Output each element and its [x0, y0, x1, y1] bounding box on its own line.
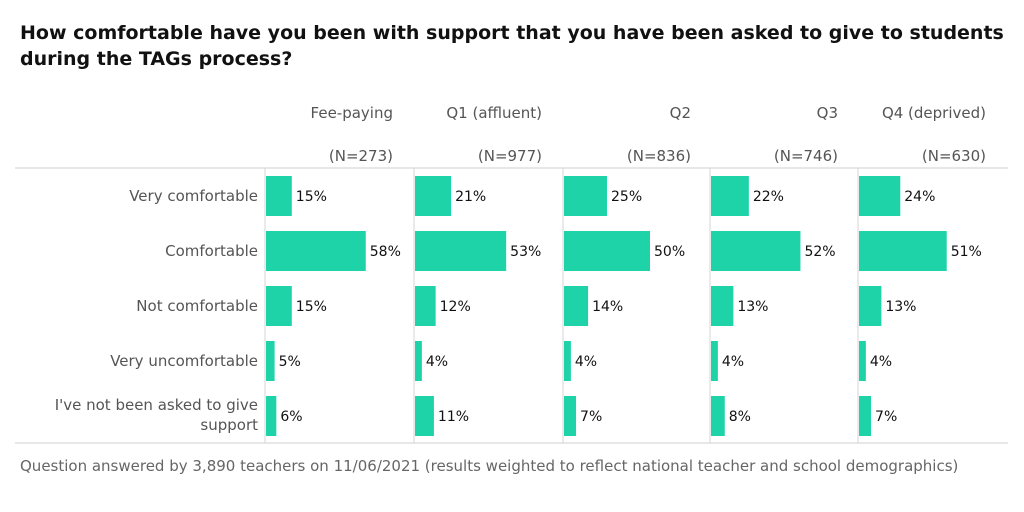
- bar: [564, 286, 589, 326]
- row-label: Comfortable: [165, 242, 258, 260]
- data-label: 58%: [370, 244, 401, 260]
- chart-title: How comfortable have you been with suppo…: [20, 22, 1004, 70]
- data-label: 15%: [296, 299, 327, 315]
- bar: [564, 396, 577, 436]
- bar: [564, 341, 571, 381]
- data-label: 14%: [592, 299, 623, 315]
- bar: [266, 286, 292, 326]
- bar: [711, 231, 801, 271]
- bar: [564, 231, 650, 271]
- data-label: 8%: [729, 409, 751, 425]
- data-label: 21%: [455, 189, 486, 205]
- row-label: Not comfortable: [136, 297, 258, 315]
- bar: [415, 231, 507, 271]
- row-label: Very comfortable: [129, 187, 258, 205]
- bar: [415, 286, 436, 326]
- bar: [711, 176, 749, 216]
- panel-n-label: (N=630): [922, 147, 986, 165]
- data-label: 24%: [904, 189, 935, 205]
- data-label: 4%: [426, 354, 448, 370]
- data-label: 52%: [804, 244, 835, 260]
- bar: [711, 341, 718, 381]
- panel-n-label: (N=977): [478, 147, 542, 165]
- data-label: 6%: [280, 409, 302, 425]
- bar: [266, 231, 366, 271]
- data-label: 15%: [296, 189, 327, 205]
- data-label: 5%: [279, 354, 301, 370]
- bar: [711, 286, 734, 326]
- bar: [266, 341, 275, 381]
- bar: [415, 396, 434, 436]
- data-label: 12%: [440, 299, 471, 315]
- panel-n-label: (N=746): [774, 147, 838, 165]
- bar: [859, 341, 866, 381]
- bar: [859, 176, 901, 216]
- bar: [859, 396, 872, 436]
- bar: [266, 396, 277, 436]
- data-label: 7%: [580, 409, 602, 425]
- bar: [266, 176, 292, 216]
- row-label: Very uncomfortable: [110, 352, 258, 370]
- panel-header: Q1 (affluent): [446, 104, 542, 122]
- panel-header: Q2: [670, 104, 691, 122]
- data-label: 4%: [870, 354, 892, 370]
- panel-n-label: (N=836): [627, 147, 691, 165]
- data-label: 51%: [951, 244, 982, 260]
- data-label: 22%: [753, 189, 784, 205]
- data-label: 53%: [510, 244, 541, 260]
- footnote: Question answered by 3,890 teachers on 1…: [20, 457, 959, 475]
- bar: [564, 176, 607, 216]
- data-label: 4%: [575, 354, 597, 370]
- data-label: 25%: [611, 189, 642, 205]
- bar: [859, 286, 882, 326]
- bar: [859, 231, 947, 271]
- data-label: 4%: [722, 354, 744, 370]
- data-label: 50%: [654, 244, 685, 260]
- data-label: 11%: [438, 409, 469, 425]
- data-label: 13%: [737, 299, 768, 315]
- bar: [415, 176, 452, 216]
- panel-header: Fee-paying: [311, 104, 393, 122]
- data-label: 7%: [875, 409, 897, 425]
- bar: [711, 396, 725, 436]
- panel-header: Q4 (deprived): [882, 104, 986, 122]
- bar: [415, 341, 422, 381]
- panel-header: Q3: [817, 104, 838, 122]
- row-label: I've not been asked to give support: [55, 396, 258, 434]
- panel-n-label: (N=273): [329, 147, 393, 165]
- data-label: 13%: [885, 299, 916, 315]
